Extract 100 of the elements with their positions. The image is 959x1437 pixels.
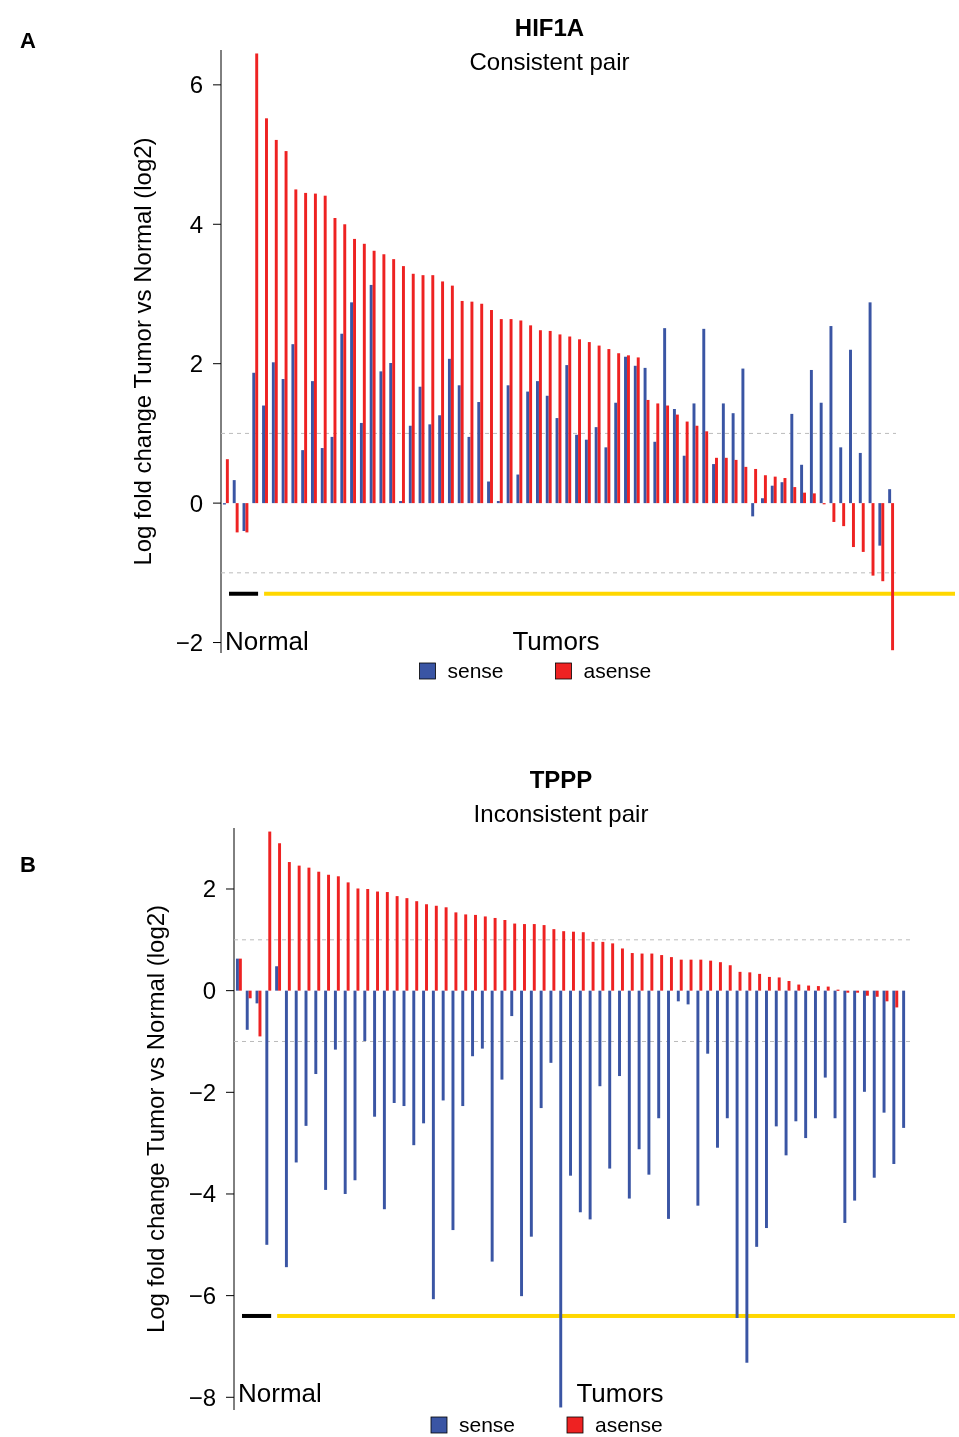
bar [275,966,279,991]
bar [395,896,399,991]
bar [660,955,664,991]
bar [294,990,298,1163]
bar [800,464,804,504]
bar [526,391,530,504]
bar [846,990,850,993]
y-axis-title: Log fold change Tumor vs Normal (log2) [142,904,169,1334]
bar [663,328,667,504]
bar [640,953,644,991]
bar [774,990,778,1127]
bar [460,300,464,504]
bar [672,409,676,504]
bar [702,328,706,504]
bar [363,990,367,1041]
bar [262,405,266,504]
bar [510,990,514,1017]
bar [454,912,458,991]
bar [878,503,882,546]
bar [755,990,759,1247]
bar [245,990,249,1030]
y-tick-label: −2 [175,628,203,656]
bar [598,990,602,1087]
bar [425,904,428,991]
bar [902,990,906,1128]
bar [343,990,347,1194]
bar [790,413,794,504]
bar [516,474,520,504]
bar [392,259,396,504]
bar [327,874,331,991]
bar [411,273,415,504]
bar [372,250,376,504]
bar [803,492,806,504]
bar [881,503,885,582]
chart-title: HIF1A [514,14,585,41]
bar [851,503,855,548]
legend-label: asense [583,659,652,683]
bar [715,457,718,504]
bar [669,957,673,991]
bar [477,402,481,504]
bar [278,843,282,991]
bar [843,990,847,1223]
bar [578,339,581,504]
bar [816,986,820,991]
bar [699,959,703,991]
chart-subtitle: Consistent pair [469,48,630,75]
bar [415,901,419,991]
bar [434,905,438,991]
bar [248,990,252,999]
bar [724,457,728,504]
bar [255,53,259,504]
y-tick-label: 0 [202,977,216,1005]
bar [578,990,582,1213]
bar [807,985,811,991]
bar [401,266,405,504]
bar [653,441,657,504]
bar [620,948,624,991]
bar [284,151,288,504]
bar [317,871,321,991]
bar [274,139,278,504]
bar [529,990,533,1237]
bar [559,990,563,1408]
bar [523,924,526,991]
bar [235,503,239,533]
bar [297,865,301,991]
y-tick-label: 2 [189,350,203,378]
bar [839,447,843,504]
bar [627,990,631,1199]
bar [770,485,774,504]
bar [520,990,524,1297]
bar [506,385,510,504]
bar [340,333,344,504]
bar [265,990,269,1245]
bar [682,455,686,504]
bar [493,917,497,991]
bar [457,385,461,504]
bar [735,990,739,1318]
bar [258,990,262,1037]
bar [587,342,591,504]
bar [584,439,588,504]
bar [529,325,533,504]
bar [461,990,465,1107]
bar [464,914,468,991]
bar [601,941,605,991]
annotation: Tumors [512,626,600,656]
bar [565,365,569,504]
bar [471,990,475,1057]
y-axis-title: Log fold change Tumor vs Normal (log2) [129,137,156,566]
bar [741,368,745,504]
bar [647,990,651,1175]
bar [336,876,340,991]
bar [656,403,660,504]
bar [450,285,454,504]
y-tick-label: −2 [188,1078,216,1106]
bar [758,973,762,991]
text: B [20,852,36,877]
bar [882,990,886,1113]
bar [447,358,451,504]
bar [444,907,448,991]
bar [895,990,899,1008]
